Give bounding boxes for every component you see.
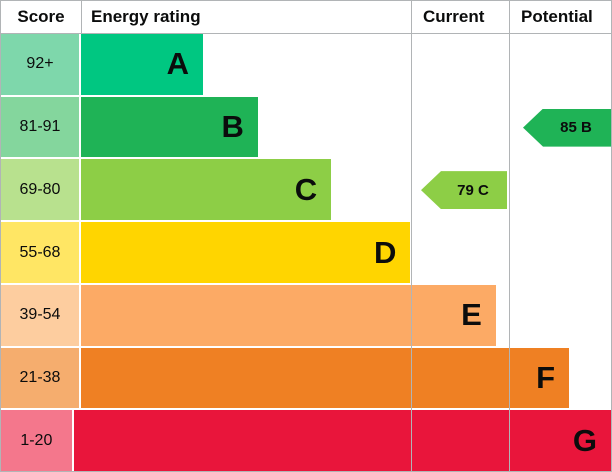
band-row: 39-54 E [1, 282, 611, 346]
band-score-cell: 1-20 [1, 410, 74, 471]
current-column-divider [411, 1, 412, 471]
band-row: 55-68 D [1, 220, 611, 283]
rating-bands: 92+ A 81-91 B 69-80 C 55-68 D 39-54 E 21… [1, 34, 611, 471]
potential-column-divider [509, 1, 510, 471]
chart-header: Score Energy rating Current Potential [1, 1, 611, 34]
band-score-cell: 92+ [1, 34, 81, 95]
score-column-header: Score [17, 7, 65, 26]
band-row: 1-20 G [1, 408, 611, 471]
current-rating-arrow: 79 C [421, 171, 507, 210]
score-column-divider [81, 1, 82, 34]
band-bar: G [73, 410, 611, 471]
potential-rating-arrow: 85 B [523, 108, 611, 147]
band-score-cell: 21-38 [1, 347, 81, 409]
band-bar: A [81, 34, 203, 95]
band-row: 21-38 F [1, 345, 611, 409]
band-bar: C [81, 159, 332, 221]
energy-rating-column-header: Energy rating [91, 7, 201, 26]
band-bar: E [81, 284, 496, 346]
band-bar: F [81, 347, 569, 409]
current-column-header: Current [423, 7, 485, 26]
band-score-cell: 39-54 [1, 284, 81, 346]
band-score-cell: 55-68 [1, 222, 81, 283]
band-row: 92+ A [1, 34, 611, 95]
band-score-cell: 69-80 [1, 159, 81, 221]
potential-column-header: Potential [521, 7, 593, 26]
band-bar: B [81, 96, 258, 158]
band-bar: D [81, 222, 411, 283]
band-score-cell: 81-91 [1, 96, 81, 158]
band-row: 69-80 C [1, 157, 611, 221]
band-row: 81-91 B [1, 94, 611, 158]
